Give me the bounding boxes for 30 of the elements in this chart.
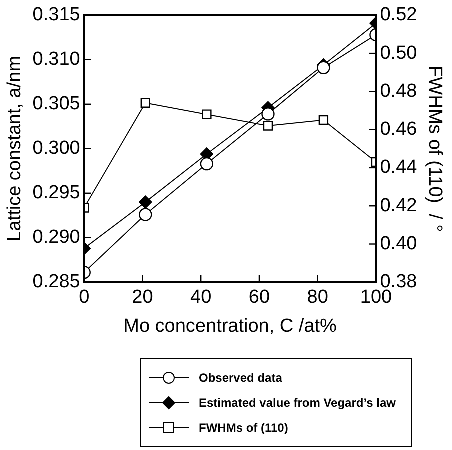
y2-axis-title: FWHMs of (110) / ° <box>424 66 446 232</box>
legend-label: Observed data <box>199 370 282 384</box>
point <box>140 98 150 108</box>
y2-tick-label: 0.40 <box>380 233 418 254</box>
x-axis-title: Mo concentration, C /at% <box>124 316 338 337</box>
point <box>262 108 275 121</box>
y-tick-label: 0.300 <box>32 138 80 160</box>
y2-tick-label: 0.44 <box>380 157 418 178</box>
x-tick-label: 60 <box>248 287 270 308</box>
y-tick-label: 0.315 <box>32 4 80 26</box>
y-axis-title: Lattice constant, a/nm <box>4 56 26 242</box>
x-tick-label: 20 <box>132 287 154 308</box>
y2-tick-label: 0.52 <box>380 4 418 26</box>
point <box>202 110 212 120</box>
y2-tick-label: 0.48 <box>380 80 418 102</box>
x-tick-label: 0 <box>79 287 90 308</box>
x-tick-label: 40 <box>190 287 212 308</box>
y-tick-label: 0.310 <box>32 49 80 70</box>
y2-tick-label: 0.50 <box>380 42 418 64</box>
legend-label: Estimated value from Vegard’s law <box>199 396 396 410</box>
y2-tick-label: 0.46 <box>380 119 418 140</box>
point <box>263 121 274 131</box>
y-tick-label: 0.285 <box>32 272 80 293</box>
y-tick-label: 0.295 <box>32 182 80 204</box>
point <box>200 157 214 171</box>
y-tick-label: 0.305 <box>32 94 80 115</box>
x-tick-label: 80 <box>307 287 328 308</box>
y-tick-label: 0.290 <box>32 227 80 248</box>
y2-tick-label: 0.42 <box>380 195 418 216</box>
legend-label: FWHMs of (110) <box>199 420 288 434</box>
